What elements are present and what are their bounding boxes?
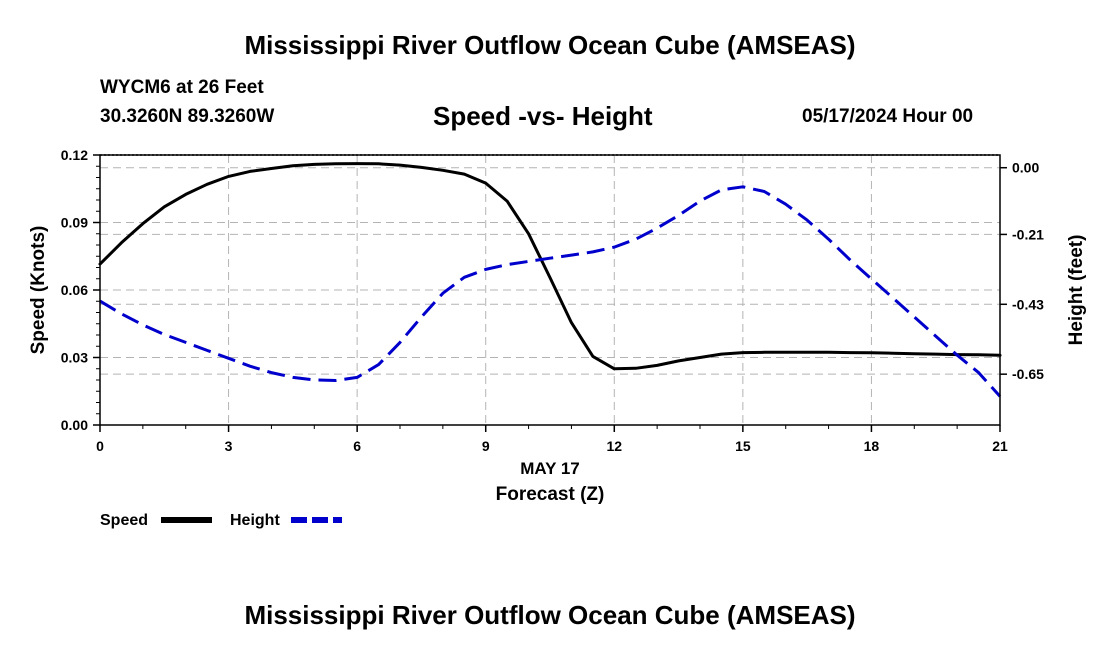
y2-tick-label: -0.21 xyxy=(1012,226,1044,242)
y2-tick-label: -0.65 xyxy=(1012,366,1044,382)
station-label: WYCM6 at 26 Feet xyxy=(100,77,264,98)
x-tick-label: 18 xyxy=(864,438,880,454)
y2-tick-label: 0.00 xyxy=(1012,160,1039,176)
x-tick-label: 0 xyxy=(96,438,104,454)
series-layer xyxy=(98,162,1002,398)
y-tick-label: 0.12 xyxy=(61,147,88,163)
x-tick-label: 12 xyxy=(606,438,622,454)
grid-layer xyxy=(100,155,1000,425)
x-axis-label: Forecast (Z) xyxy=(496,484,605,505)
y2-axis-label: Height (feet) xyxy=(1066,235,1087,346)
y-tick-label: 0.00 xyxy=(61,417,88,433)
y-tick-label: 0.06 xyxy=(61,282,88,298)
axis-layer: 0 3 6 9 12 15 18 21 0.00 0.03 0.06 0.09 0.12 0.00 -0.2… xyxy=(61,147,1044,454)
legend-speed-label: Speed xyxy=(100,512,148,529)
coordinates-label: 30.3260N 89.3260W xyxy=(100,106,275,127)
y2-tick-label: -0.43 xyxy=(1012,296,1044,312)
x-axis-date-label: MAY 17 xyxy=(520,459,580,478)
x-tick-label: 6 xyxy=(353,438,361,454)
footer-title: Mississippi River Outflow Ocean Cube (AM… xyxy=(244,600,856,630)
x-tick-label: 15 xyxy=(735,438,751,454)
legend: Speed Height xyxy=(100,512,342,529)
y-tick-label: 0.09 xyxy=(61,215,88,231)
x-tick-label: 21 xyxy=(992,438,1008,454)
y-tick-label: 0.03 xyxy=(61,350,88,366)
x-tick-label: 9 xyxy=(482,438,490,454)
legend-height-label: Height xyxy=(230,512,280,529)
chart-title: Speed -vs- Height xyxy=(433,101,653,131)
x-tick-label: 3 xyxy=(225,438,233,454)
speed-series-line xyxy=(98,162,1002,371)
datetime-label: 05/17/2024 Hour 00 xyxy=(802,106,974,127)
y-axis-label: Speed (Knots) xyxy=(28,226,49,355)
page-title: Mississippi River Outflow Ocean Cube (AM… xyxy=(244,30,856,60)
height-series-line xyxy=(99,185,1002,398)
